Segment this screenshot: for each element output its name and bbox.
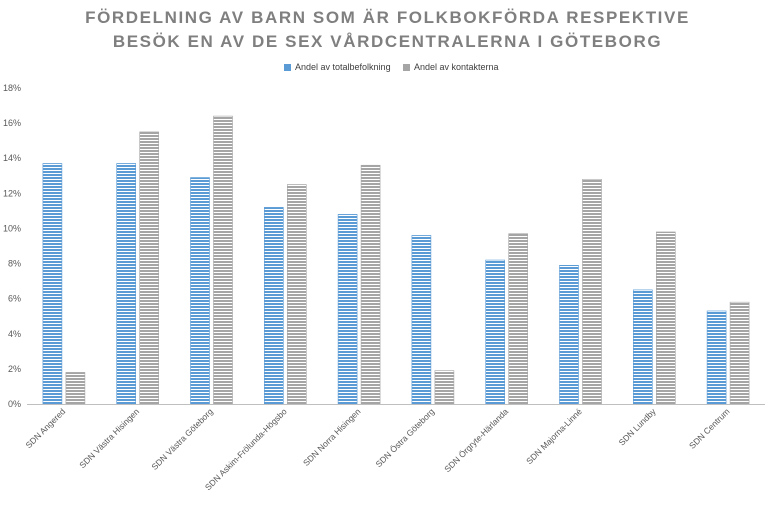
bar-series-2 xyxy=(139,131,159,405)
y-tick-label: 18% xyxy=(3,83,21,93)
x-tick-label: SDN Västra Göteborg xyxy=(149,406,215,472)
x-tick-label: SDN Östra Göteborg xyxy=(373,406,436,469)
legend-swatch-series-2 xyxy=(403,64,410,72)
legend-label-series-2: Andel av kontakterna xyxy=(414,62,499,72)
legend-item-series-2: Andel av kontakterna xyxy=(403,62,499,72)
legend: Andel av totalbefolkning Andel av kontak… xyxy=(0,62,775,76)
chart-title-line-1: FÖRDELNING AV BARN SOM ÄR FOLKBOKFÖRDA R… xyxy=(85,8,690,27)
x-tick-label: SDN Västra Hisingen xyxy=(77,406,141,470)
bar-series-1 xyxy=(632,289,653,405)
bar-series-1 xyxy=(559,265,579,405)
bar-series-2 xyxy=(360,164,381,405)
x-tick-label: SDN Askim-Frölunda-Högsbo xyxy=(203,406,289,492)
x-tick-label: SDN Örgryte-Härlanda xyxy=(442,406,510,474)
legend-item-series-1: Andel av totalbefolkning xyxy=(284,62,391,72)
bar-series-2 xyxy=(286,184,307,405)
bar-series-1 xyxy=(42,163,63,405)
bar-series-1 xyxy=(190,177,210,405)
bar-series-1 xyxy=(337,214,358,405)
bar-series-2 xyxy=(213,115,233,405)
y-tick-label: 16% xyxy=(3,118,21,128)
x-tick-label: SDN Majorna-Linné xyxy=(524,406,584,466)
x-tick-label: SDN Angered xyxy=(23,406,67,450)
x-tick-label: SDN Lundby xyxy=(617,406,659,448)
x-tick-label: SDN Norra Hisingen xyxy=(301,406,363,468)
y-tick-label: 2% xyxy=(8,364,21,374)
y-tick-label: 14% xyxy=(3,153,21,163)
bar-series-2 xyxy=(508,233,529,405)
bar-series-1 xyxy=(485,259,506,405)
bar-series-2 xyxy=(729,301,750,405)
y-tick-label: 4% xyxy=(8,329,21,339)
legend-swatch-series-1 xyxy=(284,64,291,72)
y-tick-label: 8% xyxy=(8,259,21,269)
bar-series-1 xyxy=(706,310,727,405)
y-tick-label: 10% xyxy=(3,223,21,233)
y-tick-label: 6% xyxy=(8,294,21,304)
y-axis-tick-labels: 0% 2% 4% 6% 8% 10% 12% 14% 16% 18% xyxy=(3,83,21,409)
chart-title-line-2: BESÖK EN AV DE SEX VÅRDCENTRALERNA I GÖT… xyxy=(112,32,663,51)
bar-series-2 xyxy=(582,178,602,405)
bar-series-2 xyxy=(434,370,455,405)
y-tick-label: 0% xyxy=(8,399,21,409)
bar-series-2 xyxy=(655,231,676,405)
bars xyxy=(42,115,750,405)
y-tick-label: 12% xyxy=(3,188,21,198)
bar-series-1 xyxy=(263,207,284,405)
chart-title: FÖRDELNING AV BARN SOM ÄR FOLKBOKFÖRDA R… xyxy=(0,6,775,54)
bar-series-1 xyxy=(411,235,432,405)
bar-series-1 xyxy=(116,163,136,405)
legend-label-series-1: Andel av totalbefolkning xyxy=(295,62,391,72)
bar-series-2 xyxy=(65,372,86,405)
x-tick-label: SDN Centrum xyxy=(687,406,731,450)
x-axis-tick-labels: SDN Angered SDN Västra Hisingen SDN Västra… xyxy=(23,406,731,492)
